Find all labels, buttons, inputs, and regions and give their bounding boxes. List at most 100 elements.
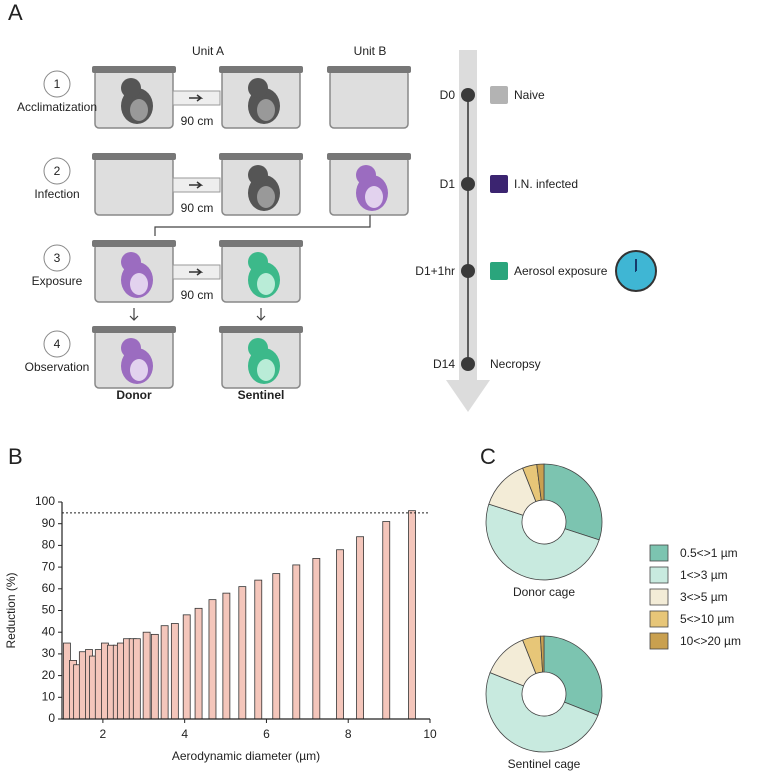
cage xyxy=(94,156,174,216)
bar xyxy=(272,573,281,720)
bar xyxy=(170,623,179,720)
timeline-day: D1+1hr xyxy=(415,264,455,278)
legend-label: 0.5<>1 µm xyxy=(680,546,738,560)
cage-label: Donor xyxy=(116,388,152,402)
timeline-event: I.N. infected xyxy=(514,177,578,191)
legend-swatch xyxy=(649,632,669,650)
y-tick-label: 90 xyxy=(42,516,56,530)
step-number: 4 xyxy=(54,337,61,351)
step-circle xyxy=(43,330,71,358)
hamster-belly xyxy=(365,186,383,208)
hamster-head xyxy=(121,338,141,358)
timeline-event: Necropsy xyxy=(490,357,541,371)
y-tick-label: 10 xyxy=(42,689,56,703)
donut-title: Donor cage xyxy=(513,585,575,599)
hamster-belly xyxy=(257,99,275,121)
legend-label: 1<>3 µm xyxy=(680,568,728,582)
hamster-head xyxy=(121,252,141,272)
hamster-belly xyxy=(130,273,148,295)
unit-label: Unit B xyxy=(354,44,387,58)
y-tick-label: 0 xyxy=(48,711,55,725)
hamster-belly xyxy=(257,273,275,295)
bar xyxy=(356,536,364,720)
bar xyxy=(194,607,203,720)
timeline-event: Naive xyxy=(514,88,545,102)
hamster-head xyxy=(121,78,141,98)
axes xyxy=(61,502,430,720)
step-label: Infection xyxy=(34,187,79,201)
step-label: Observation xyxy=(25,360,90,374)
hamster-head xyxy=(248,165,268,185)
hamster-head xyxy=(248,338,268,358)
x-tick-label: 10 xyxy=(423,727,437,741)
x-tick-label: 8 xyxy=(345,727,352,741)
hamster-belly xyxy=(130,359,148,381)
donut-title: Sentinel cage xyxy=(508,757,581,771)
timeline-dot xyxy=(461,357,475,371)
bar xyxy=(312,558,321,720)
bar xyxy=(208,599,217,720)
bar xyxy=(238,586,247,720)
bar xyxy=(254,579,263,720)
x-tick-label: 6 xyxy=(263,727,270,741)
bar xyxy=(408,510,416,720)
step-circle xyxy=(43,157,71,185)
step-number: 1 xyxy=(54,77,61,91)
bar xyxy=(160,625,169,720)
panel-label: A xyxy=(8,0,23,25)
cage-lid xyxy=(219,240,303,247)
arrow xyxy=(189,268,204,276)
y-tick-label: 80 xyxy=(42,538,56,552)
panel-label: B xyxy=(8,444,23,469)
y-tick-label: 40 xyxy=(42,624,56,638)
panel-label: C xyxy=(480,444,496,469)
legend-label: 10<>20 µm xyxy=(680,634,741,648)
step-circle xyxy=(43,244,71,272)
bar xyxy=(382,521,391,720)
donut-slice xyxy=(543,463,603,541)
donut-slice xyxy=(536,463,545,501)
hamster-head xyxy=(356,165,376,185)
donut-slice xyxy=(543,635,603,716)
unit-label: Unit A xyxy=(192,44,224,58)
step-label: Exposure xyxy=(32,274,83,288)
y-tick-label: 100 xyxy=(35,494,55,508)
y-axis-title: Reduction (%) xyxy=(4,572,18,648)
donut-slice xyxy=(485,503,600,581)
hamster-belly xyxy=(257,186,275,208)
hamster-belly xyxy=(257,359,275,381)
y-tick-label: 50 xyxy=(42,603,56,617)
timeline-event: Aerosol exposure xyxy=(514,264,608,278)
distance-label: 90 cm xyxy=(181,201,214,215)
timeline-day: D14 xyxy=(433,357,455,371)
y-tick-label: 20 xyxy=(42,668,56,682)
arrow xyxy=(189,181,204,189)
step-number: 2 xyxy=(54,164,61,178)
legend-swatch xyxy=(649,588,669,606)
timeline-dot xyxy=(461,177,475,191)
event-swatch xyxy=(490,262,508,280)
connector xyxy=(154,215,371,236)
timeline-dot xyxy=(461,88,475,102)
arrow xyxy=(129,308,266,321)
bar xyxy=(142,631,151,720)
legend-label: 5<>10 µm xyxy=(680,612,734,626)
bar xyxy=(182,614,191,720)
bar xyxy=(222,592,231,720)
cage-lid xyxy=(92,66,176,73)
timeline-dot xyxy=(461,264,475,278)
x-axis-title: Aerodynamic diameter (µm) xyxy=(172,749,320,763)
cage-lid xyxy=(92,153,176,160)
y-tick-label: 60 xyxy=(42,581,56,595)
bar xyxy=(132,638,141,720)
x-tick-label: 2 xyxy=(100,727,107,741)
clock-hands xyxy=(635,259,637,272)
y-tick-label: 30 xyxy=(42,646,56,660)
legend-label: 3<>5 µm xyxy=(680,590,728,604)
hamster-head xyxy=(248,78,268,98)
cage xyxy=(329,69,409,129)
distance-label: 90 cm xyxy=(181,114,214,128)
hamster-head xyxy=(248,252,268,272)
event-swatch xyxy=(490,175,508,193)
